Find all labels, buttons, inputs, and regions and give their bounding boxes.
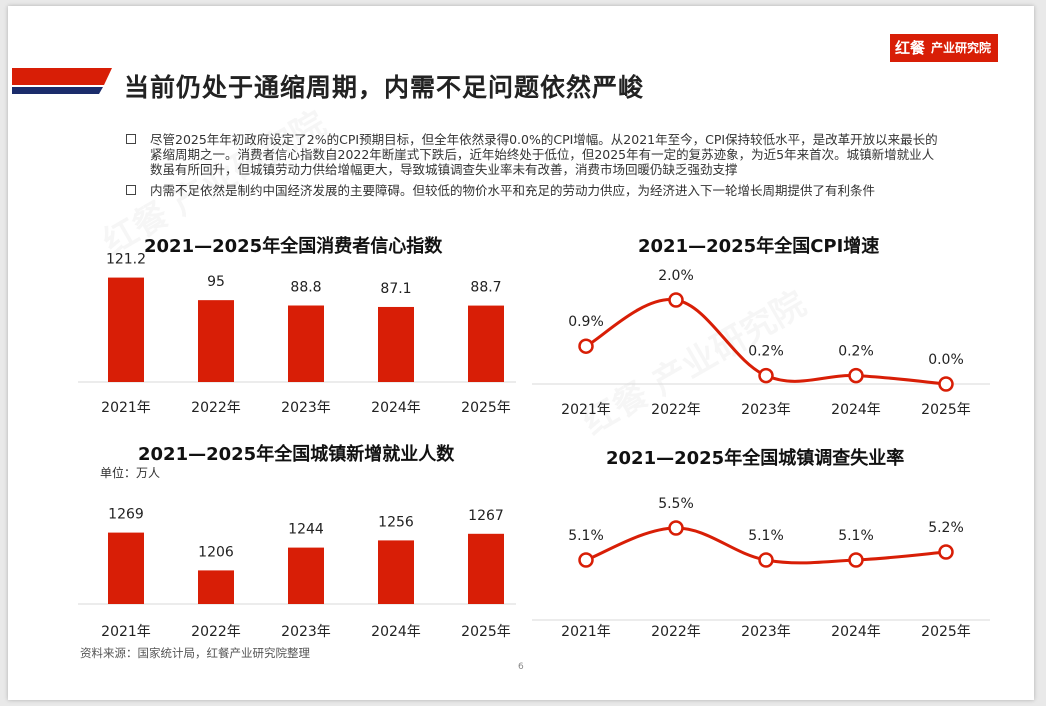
page-number: 6 <box>518 662 524 672</box>
data-label: 88.7 <box>470 280 501 296</box>
data-label: 1256 <box>378 514 414 530</box>
x-tick-label: 2023年 <box>741 624 791 640</box>
x-tick-label: 2021年 <box>561 402 611 418</box>
page-title: 当前仍处于通缩周期，内需不足问题依然严峻 <box>124 73 645 102</box>
data-point <box>938 544 954 560</box>
brand-name: 产业研究院 <box>928 35 997 61</box>
data-point <box>848 552 864 568</box>
x-tick-label: 2025年 <box>461 400 511 416</box>
bar <box>108 532 144 604</box>
data-label: 0.9% <box>568 314 604 330</box>
chart-employment: 2021年 2022年 2023年 2024年 2025年 1269 1206 1244 125… <box>78 507 516 640</box>
bullet-text: 内需不足依然是制约中国经济发展的主要障碍。但较低的物价水平和充足的劳动力供应，为… <box>150 183 876 198</box>
x-tick-label: 2025年 <box>921 402 971 418</box>
data-label: 5.1% <box>748 528 784 544</box>
data-label: 1206 <box>198 544 234 560</box>
x-tick-label: 2024年 <box>371 624 421 640</box>
bar <box>378 540 414 604</box>
chart-title-employment: 2021—2025年全国城镇新增就业人数 <box>138 444 455 465</box>
x-tick-label: 2023年 <box>741 402 791 418</box>
bar <box>198 300 234 382</box>
x-tick-label: 2023年 <box>281 624 331 640</box>
data-point <box>758 552 774 568</box>
x-tick-label: 2024年 <box>371 400 421 416</box>
unit-label: 单位：万人 <box>100 466 161 480</box>
x-tick-label: 2021年 <box>101 400 151 416</box>
bar <box>468 533 504 604</box>
data-label: 5.1% <box>838 528 874 544</box>
x-tick-label: 2024年 <box>831 402 881 418</box>
bar <box>108 277 144 382</box>
bar <box>468 305 504 382</box>
chart-cpi: 2021年 2022年 2023年 2024年 2025年 0.9% 2.0% 0.2% 0.2… <box>532 268 990 418</box>
chart-title-cpi: 2021—2025年全国CPI增速 <box>638 236 880 257</box>
bar <box>288 547 324 604</box>
data-label: 87.1 <box>380 281 411 297</box>
chart-unemployment: 2021年 2022年 2023年 2024年 2025年 5.1% 5.5% 5.1% 5.1… <box>532 496 990 640</box>
chart-title-confidence: 2021—2025年全国消费者信心指数 <box>144 236 443 257</box>
x-tick-label: 2025年 <box>461 624 511 640</box>
data-point <box>758 367 774 384</box>
brand-mark: 红餐 <box>890 35 929 61</box>
data-label: 5.2% <box>928 520 964 536</box>
bullet-item: 尽管2025年年初政府设定了2%的CPI预期目标，但全年依然录得0.0%的CPI… <box>126 132 946 177</box>
x-tick-label: 2025年 <box>921 624 971 640</box>
data-label: 1267 <box>468 508 504 524</box>
title-banner <box>12 68 112 94</box>
data-label: 95 <box>207 274 225 290</box>
x-tick-label: 2022年 <box>651 402 701 418</box>
bullet-square-icon <box>126 134 136 144</box>
data-point <box>668 520 684 536</box>
bar <box>288 305 324 382</box>
bullet-text: 尽管2025年年初政府设定了2%的CPI预期目标，但全年依然录得0.0%的CPI… <box>150 132 938 177</box>
data-label: 5.5% <box>658 496 694 512</box>
x-tick-label: 2022年 <box>191 400 241 416</box>
data-label: 121.2 <box>106 252 146 268</box>
slide: 红餐 产业研究院 红餐 产业研究院 红餐 产业研究院 当前仍处于通缩周期，内需不… <box>8 6 1034 700</box>
x-tick-label: 2024年 <box>831 624 881 640</box>
data-point <box>578 338 594 354</box>
bullet-item: 内需不足依然是制约中国经济发展的主要障碍。但较低的物价水平和充足的劳动力供应，为… <box>126 183 946 198</box>
bar <box>198 570 234 604</box>
data-point <box>668 292 684 308</box>
data-point <box>848 367 864 384</box>
x-tick-label: 2022年 <box>191 624 241 640</box>
data-label: 0.0% <box>928 352 964 368</box>
data-label: 5.1% <box>568 528 604 544</box>
bar <box>378 306 414 382</box>
data-label: 1269 <box>108 507 144 523</box>
data-label: 1244 <box>288 522 324 538</box>
bullet-square-icon <box>126 185 136 195</box>
bullet-list: 尽管2025年年初政府设定了2%的CPI预期目标，但全年依然录得0.0%的CPI… <box>126 132 946 204</box>
source-note: 资料来源：国家统计局，红餐产业研究院整理 <box>80 646 310 660</box>
brand-logo: 红餐 产业研究院 <box>889 34 998 62</box>
chart-confidence: 2021年 2022年 2023年 2024年 2025年 121.2 95 88.8 87.1… <box>78 252 516 416</box>
chart-title-unemployment: 2021—2025年全国城镇调查失业率 <box>606 448 905 469</box>
data-label: 0.2% <box>838 344 874 360</box>
x-tick-label: 2022年 <box>651 624 701 640</box>
data-point <box>938 376 954 392</box>
x-tick-label: 2023年 <box>281 400 331 416</box>
data-point <box>578 552 594 568</box>
data-label: 88.8 <box>290 279 321 295</box>
x-tick-label: 2021年 <box>101 624 151 640</box>
data-label: 0.2% <box>748 344 784 360</box>
data-label: 2.0% <box>658 268 694 284</box>
x-tick-label: 2021年 <box>561 624 611 640</box>
